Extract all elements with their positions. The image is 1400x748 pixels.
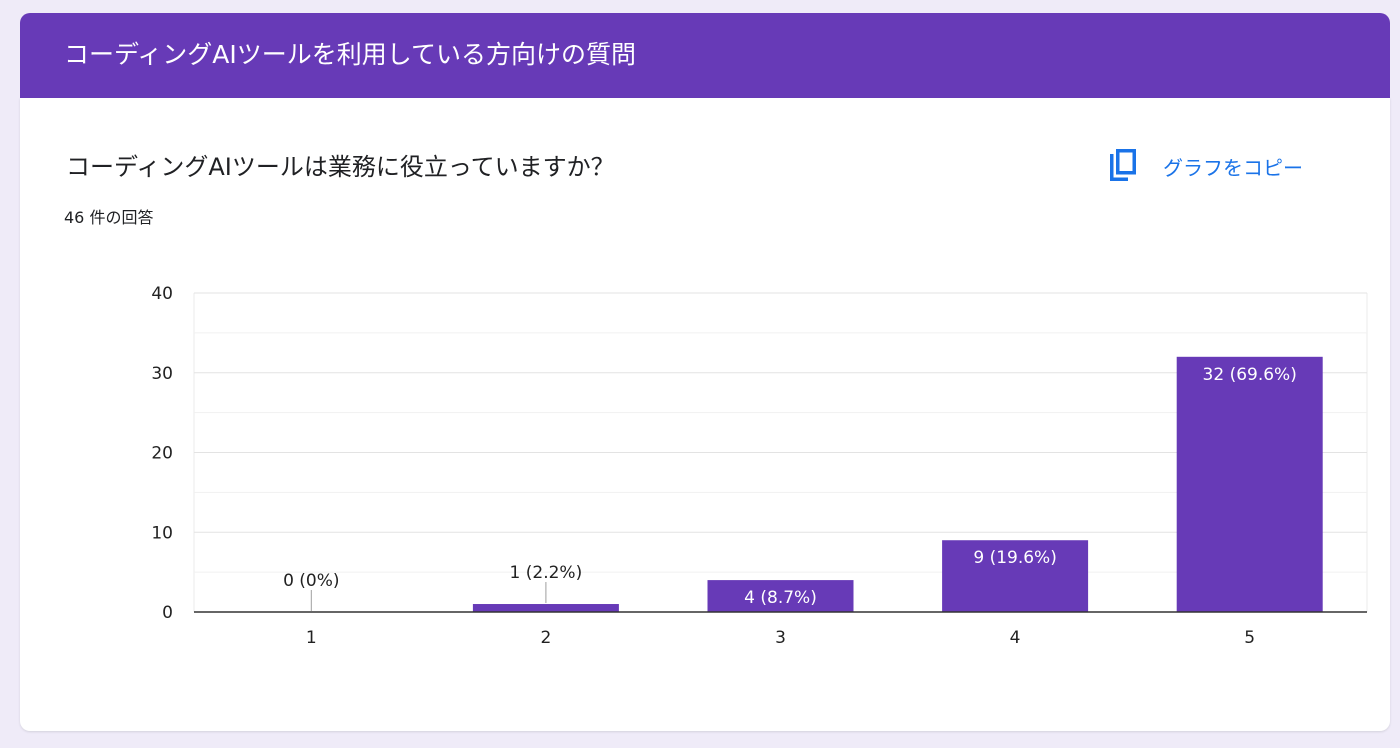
response-count: 46 件の回答: [64, 208, 154, 227]
data-label: 0 (0%): [283, 571, 339, 591]
copy-chart-label: グラフをコピー: [1163, 155, 1303, 180]
bar: [472, 604, 619, 612]
data-label: 4 (8.7%): [744, 588, 817, 608]
x-axis-ticks: 1 2 3 4 5: [306, 628, 1255, 648]
x-tick-label: 1: [306, 628, 317, 648]
bar: [942, 540, 1089, 612]
y-tick-label: 20: [151, 444, 173, 464]
x-tick-label: 4: [1010, 628, 1021, 648]
y-tick-label: 10: [151, 523, 173, 543]
x-tick-label: 3: [775, 628, 786, 648]
x-tick-label: 2: [540, 628, 551, 648]
y-tick-label: 0: [162, 603, 173, 623]
copy-icon: [1110, 149, 1136, 181]
survey-section: コーディングAIツールを利用している方向けの質問 コーディングAIツールは業務に…: [20, 13, 1390, 731]
x-tick-label: 5: [1244, 628, 1255, 648]
section-title: コーディングAIツールを利用している方向けの質問: [64, 40, 636, 69]
y-tick-label: 40: [151, 284, 173, 304]
y-tick-label: 30: [151, 364, 173, 384]
bar: [707, 580, 854, 612]
question-card: コーディングAIツールは業務に役立っていますか？ 46 件の回答 グラフをコピー…: [20, 98, 1390, 731]
question-title: コーディングAIツールは業務に役立っていますか？: [66, 153, 615, 181]
chart-data-labels: 0 (0%) 1 (2.2%) 4 (8.7%) 9 (19.6%) 32 (69.6%…: [283, 365, 1297, 611]
bar-chart: 0 10 20 30 40 0 (0%) 1 (2.2%) 4 (8.7%) 9 (19.6%…: [151, 284, 1368, 648]
section-header: コーディングAIツールを利用している方向けの質問: [20, 13, 1390, 98]
chart-bars: [472, 356, 1323, 612]
data-label: 1 (2.2%): [510, 563, 583, 583]
y-axis-ticks: 0 10 20 30 40: [151, 284, 173, 623]
bar: [1176, 356, 1323, 612]
data-label: 32 (69.6%): [1203, 365, 1297, 385]
data-label: 9 (19.6%): [973, 548, 1057, 568]
copy-chart-button[interactable]: グラフをコピー: [1108, 146, 1303, 186]
chart-gridlines: [193, 292, 1368, 612]
